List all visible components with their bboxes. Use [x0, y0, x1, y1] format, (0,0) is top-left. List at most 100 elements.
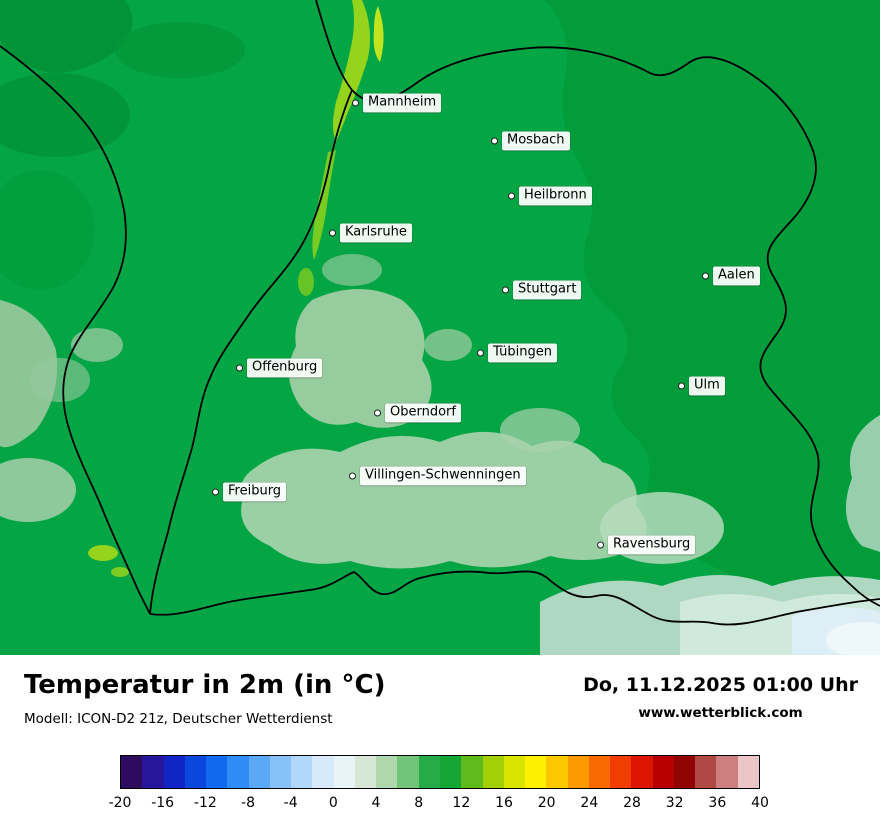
city-label: Offenburg [247, 358, 323, 378]
colorbar-ticks: -20 -16 -12 -8 -4 0 4 8 12 16 20 24 28 32 36 40 [109, 795, 769, 813]
colorbar-segment [312, 756, 334, 788]
colorbar-segment [673, 756, 696, 788]
map-cool-east-edge [845, 415, 880, 552]
city-label: Villingen-Schwenningen [360, 466, 526, 486]
city-label: Heilbronn [519, 186, 592, 206]
map-cool-patch [30, 358, 90, 402]
border-line-west [0, 45, 151, 615]
colorbar-segment [397, 756, 419, 788]
border-line-north-east [315, 0, 880, 607]
city-label: Oberndorf [385, 403, 461, 423]
city-marker: Mannheim [352, 93, 442, 113]
map-cool-patch [424, 329, 472, 361]
map-cool-south [240, 431, 647, 569]
city-dot-icon [236, 364, 243, 372]
city-marker: Karlsruhe [329, 223, 412, 243]
model-info: Modell: ICON-D2 21z, Deutscher Wetterdie… [24, 711, 333, 727]
colorbar-tick-label: -8 [241, 795, 255, 811]
colorbar-tick-label: 24 [580, 795, 599, 811]
colorbar-segment [333, 756, 355, 788]
map-warm-streak [333, 0, 370, 142]
map-region-patch [0, 73, 130, 157]
city-marker: Aalen [702, 266, 760, 286]
colorbar-segment [716, 756, 738, 788]
city-dot-icon [678, 382, 685, 390]
city-label: Tübingen [488, 343, 557, 363]
colorbar-tick-label: 32 [665, 795, 684, 811]
website-text: www.wetterblick.com [638, 705, 803, 721]
colorbar-tick-label: 8 [414, 795, 424, 811]
colorbar-segment [121, 756, 143, 788]
colorbar-tick-label: 16 [495, 795, 513, 811]
colorbar-tick-label: 36 [708, 795, 727, 811]
city-dot-icon [491, 137, 498, 145]
colorbar-segment [269, 756, 292, 788]
map-cold-alps [826, 622, 880, 655]
colorbar-segment [248, 756, 270, 788]
city-label: Ravensburg [608, 535, 696, 555]
map-warm-streak [312, 150, 336, 260]
colorbar-segment [610, 756, 632, 788]
map-warm-spot [298, 268, 314, 296]
map-region-east [545, 0, 880, 610]
city-dot-icon [352, 99, 359, 107]
footer: Temperatur in 2m (in °C) Do, 11.12.2025 … [0, 655, 880, 830]
colorbar-segment [184, 756, 207, 788]
border-line-rhine [149, 89, 353, 615]
colorbar-segment [354, 756, 377, 788]
city-dot-icon [597, 541, 604, 549]
page-title: Temperatur in 2m (in °C) [24, 670, 386, 700]
colorbar-tick-label: -16 [151, 795, 175, 811]
city-marker: Mosbach [491, 131, 570, 151]
border-line-south [149, 570, 880, 626]
colorbar [120, 755, 760, 789]
city-marker: Freiburg [212, 482, 287, 502]
city-marker: Oberndorf [374, 403, 461, 423]
city-dot-icon [349, 472, 356, 480]
colorbar-segment [418, 756, 440, 788]
colorbar-tick-label: 4 [371, 795, 381, 811]
colorbar-segment [525, 756, 547, 788]
map-region-northwest [0, 0, 133, 73]
city-marker: Stuttgart [502, 280, 582, 300]
city-marker: Ulm [678, 376, 725, 396]
city-marker: Offenburg [236, 358, 323, 378]
city-label: Stuttgart [513, 280, 582, 300]
footer-right: Do, 11.12.2025 01:00 Uhr www.wetterblick… [583, 674, 858, 721]
city-label: Mosbach [502, 131, 570, 151]
map-region-patch [0, 170, 95, 290]
colorbar-tick-label: 20 [537, 795, 556, 811]
map-region-patch [115, 22, 245, 78]
city-label: Karlsruhe [340, 223, 412, 243]
city-dot-icon [508, 192, 515, 200]
forecast-datetime: Do, 11.12.2025 01:00 Uhr [583, 674, 858, 696]
colorbar-segment [695, 756, 717, 788]
colorbar-segment [588, 756, 611, 788]
city-label: Aalen [713, 266, 760, 286]
colorbar-segment [737, 756, 759, 788]
map-warm-spot [111, 567, 129, 577]
colorbar-tick-label: 12 [452, 795, 471, 811]
city-marker: Tübingen [477, 343, 557, 363]
city-dot-icon [374, 409, 381, 417]
colorbar-segment [631, 756, 653, 788]
city-dot-icon [702, 272, 709, 280]
map-cool-patch [500, 408, 580, 452]
colorbar-tick-label: 28 [623, 795, 641, 811]
city-marker: Villingen-Schwenningen [349, 466, 526, 486]
city-dot-icon [502, 286, 509, 294]
city-marker: Ravensburg [597, 535, 696, 555]
city-label: Mannheim [363, 93, 442, 113]
map-warm-spot [88, 545, 118, 561]
colorbar-segment [439, 756, 462, 788]
colorbar-segment [652, 756, 674, 788]
city-marker: Heilbronn [508, 186, 592, 206]
colorbar-segment [503, 756, 526, 788]
city-label: Freiburg [223, 482, 287, 502]
city-label: Ulm [689, 376, 725, 396]
colorbar-segment [206, 756, 228, 788]
colorbar-tick-label: -12 [193, 795, 217, 811]
colorbar-tick-label: 40 [751, 795, 769, 811]
colorbar-segment [461, 756, 483, 788]
